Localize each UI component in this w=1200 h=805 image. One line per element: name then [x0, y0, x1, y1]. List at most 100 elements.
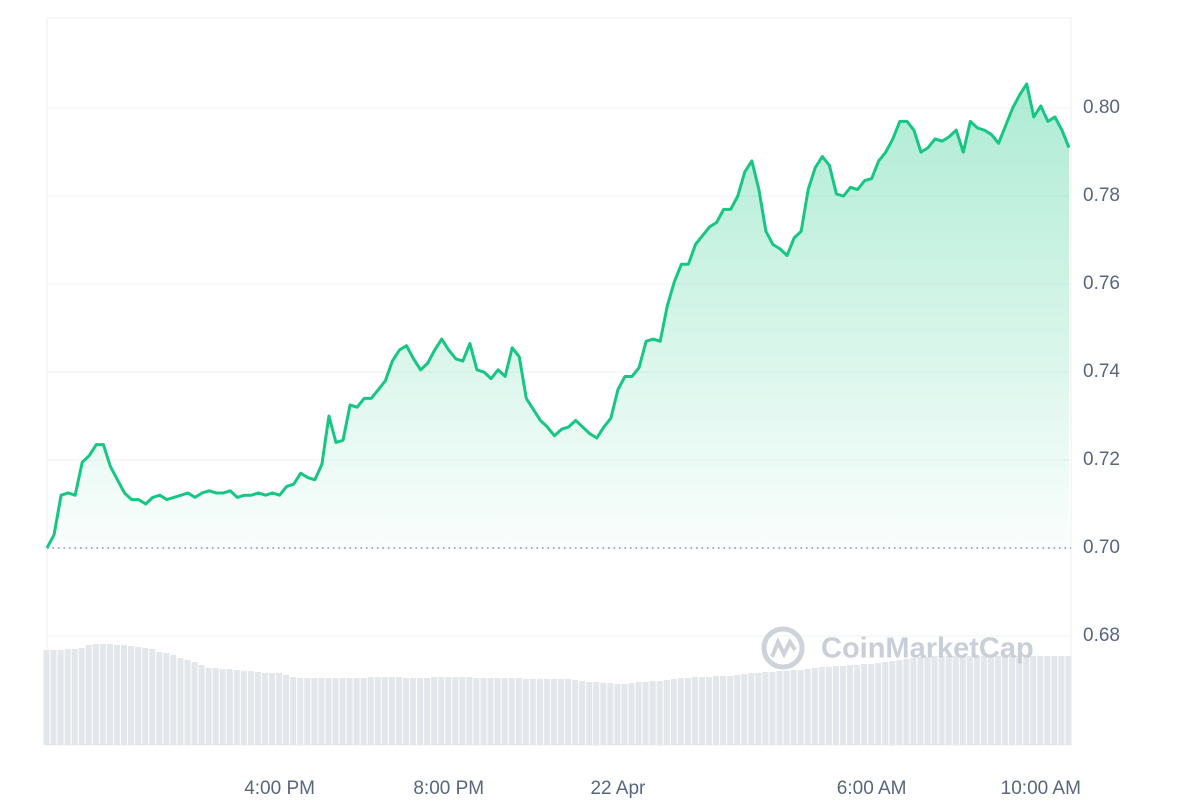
volume-bar [1051, 656, 1058, 745]
volume-bar [198, 665, 205, 745]
volume-bar [586, 682, 593, 745]
volume-bar [466, 677, 473, 745]
volume-bar [50, 650, 57, 745]
volume-bar [276, 673, 283, 745]
volume-bar [797, 670, 804, 745]
volume-bar [896, 660, 903, 745]
price-line [45, 82, 1071, 549]
volume-bar [142, 648, 149, 745]
volume-bar [713, 676, 720, 745]
volume-bar [212, 668, 219, 745]
volume-bar [607, 683, 614, 745]
volume-bar [684, 678, 691, 745]
volume-bar [480, 678, 487, 745]
volume-bar [508, 678, 515, 745]
volume-bar [734, 675, 741, 745]
volume-bar [698, 677, 706, 745]
volume-bar [769, 672, 776, 745]
volume-bar [128, 646, 135, 745]
volume-bar [402, 678, 409, 745]
y-tick-label: 0.68 [1083, 625, 1120, 646]
volume-bar [846, 665, 854, 745]
volume-bar [381, 677, 388, 745]
x-tick-label: 4:00 PM [244, 778, 315, 799]
volume-bar [233, 670, 240, 745]
volume-bar [1065, 656, 1072, 745]
volume-bar [78, 648, 85, 745]
volume-bar [635, 682, 642, 745]
y-tick-label: 0.80 [1083, 97, 1120, 118]
volume-bar [818, 667, 825, 745]
volume-bar [1037, 656, 1044, 745]
volume-bar [1002, 656, 1009, 745]
volume-bar [473, 678, 480, 745]
volume-bar [924, 657, 931, 745]
volume-bar [367, 677, 374, 745]
volume-bar [156, 652, 163, 745]
volume-bar [670, 679, 677, 745]
volume-bar [987, 656, 994, 745]
volume-bar [945, 656, 952, 745]
volume-bar [409, 678, 417, 745]
volume-bar [522, 679, 529, 745]
volume-bar [170, 655, 177, 745]
volume-bar [113, 645, 121, 745]
volume-bar [388, 677, 395, 745]
watermark-logo [761, 626, 805, 670]
volume-bar [318, 678, 325, 745]
volume-bar [959, 656, 966, 745]
volume-bar [459, 677, 466, 745]
volume-bar [163, 653, 170, 745]
volume-bar [889, 661, 896, 745]
volume-bar [346, 678, 353, 745]
area-fill [47, 83, 1069, 548]
volume-bar [395, 677, 402, 745]
volume-bar [804, 669, 811, 745]
volume-bar [360, 678, 367, 745]
volume-bar [579, 681, 586, 745]
volume-bar [290, 677, 297, 745]
volume-bar [494, 678, 501, 745]
volume-bar [1044, 656, 1051, 745]
volume-bar [515, 678, 522, 745]
volume-bar [931, 656, 938, 745]
volume-bar [677, 678, 684, 745]
volume-bar [776, 671, 783, 745]
volume-bar [487, 678, 494, 745]
volume-bar [339, 678, 346, 745]
volume-bar [1058, 656, 1065, 745]
volume-bar [755, 673, 762, 745]
volume-bar [558, 679, 565, 745]
volume-bar [304, 678, 311, 745]
volume-bar [882, 662, 889, 745]
volume-bar [614, 684, 621, 745]
volume-bar [205, 668, 212, 745]
y-tick-label: 0.70 [1083, 537, 1120, 558]
volume-bar [177, 658, 184, 745]
volume-bar [135, 647, 142, 745]
volume-bar [529, 679, 536, 745]
y-tick-label: 0.74 [1083, 361, 1120, 382]
volume-bar [748, 673, 755, 745]
volume-bar [875, 663, 882, 745]
volume-bar [825, 667, 832, 745]
x-tick-label: 10:00 AM [1001, 778, 1081, 799]
y-tick-label: 0.78 [1083, 185, 1120, 206]
volume-bar [219, 669, 226, 745]
volume-bar [431, 677, 438, 745]
volume-bar [269, 673, 276, 745]
volume-bar [656, 681, 663, 745]
volume-bar [910, 658, 917, 745]
volume-bar [353, 678, 360, 745]
volume-bar [1016, 656, 1023, 745]
volume-bar [994, 656, 1002, 745]
volume-bar [938, 656, 945, 745]
volume-bar [973, 656, 980, 745]
volume-bar [543, 679, 550, 745]
volume-bar [790, 670, 797, 745]
volume-bar [854, 665, 861, 745]
volume-bar [572, 680, 579, 745]
volume-bar [1030, 656, 1037, 745]
volume-bar [811, 668, 818, 745]
